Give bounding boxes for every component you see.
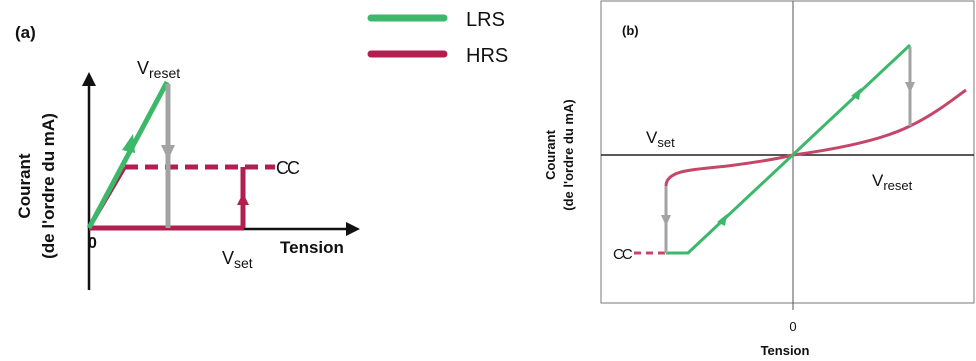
panel-a-ylabel-line1: Courant bbox=[15, 153, 34, 219]
panel-a-lrs-arrow bbox=[122, 134, 135, 153]
panel-b-vreset-label: Vreset bbox=[872, 171, 913, 193]
panel-b-vset-label: Vset bbox=[646, 128, 675, 150]
panel-a-ylabel-line2: (de l'ordre du mA) bbox=[39, 113, 58, 259]
legend-hrs-label: HRS bbox=[466, 45, 508, 67]
panel-b-reset-arrow bbox=[905, 82, 915, 93]
panel-b-lrs-arrow-lower bbox=[717, 214, 727, 226]
panel-a: (a) Courant (de l'ordre du mA) 0 Tension… bbox=[15, 23, 360, 290]
legend: LRS HRS bbox=[367, 9, 508, 67]
panel-b: (b) Courant (de l'ordre du mA) 0 Tension… bbox=[543, 0, 975, 358]
panel-a-origin-label: 0 bbox=[88, 235, 97, 252]
panel-a-vreset-label: Vreset bbox=[137, 58, 180, 81]
panel-b-frame bbox=[600, 0, 975, 304]
panel-a-reset-arrow bbox=[161, 145, 175, 160]
panel-a-y-axis-arrow bbox=[82, 72, 96, 86]
panel-a-x-axis-arrow bbox=[346, 222, 360, 236]
panel-b-hrs-curve bbox=[664, 88, 967, 187]
panel-b-lrs-arrow-upper bbox=[851, 88, 861, 100]
panel-a-vset-label: Vset bbox=[222, 248, 253, 271]
legend-lrs-label: LRS bbox=[466, 9, 505, 31]
panel-a-lrs-line bbox=[86, 80, 170, 230]
panel-b-xlabel: Tension bbox=[761, 343, 810, 358]
panel-a-tag: (a) bbox=[15, 23, 36, 42]
panel-a-hrs-up-arrow bbox=[237, 193, 249, 205]
panel-b-ylabel-line1: Courant bbox=[543, 129, 558, 180]
panel-b-cc-label: CC bbox=[613, 246, 633, 263]
panel-b-ylabel-line2: (de l'ordre du mA) bbox=[561, 99, 576, 210]
panel-b-set-arrow bbox=[661, 215, 671, 226]
panel-b-origin-tick-label: 0 bbox=[789, 319, 796, 334]
panel-b-tag: (b) bbox=[622, 23, 639, 38]
panel-b-lrs-line bbox=[666, 43, 912, 255]
panel-a-cc-label: CC bbox=[276, 158, 300, 178]
panel-a-xlabel: Tension bbox=[280, 238, 344, 257]
